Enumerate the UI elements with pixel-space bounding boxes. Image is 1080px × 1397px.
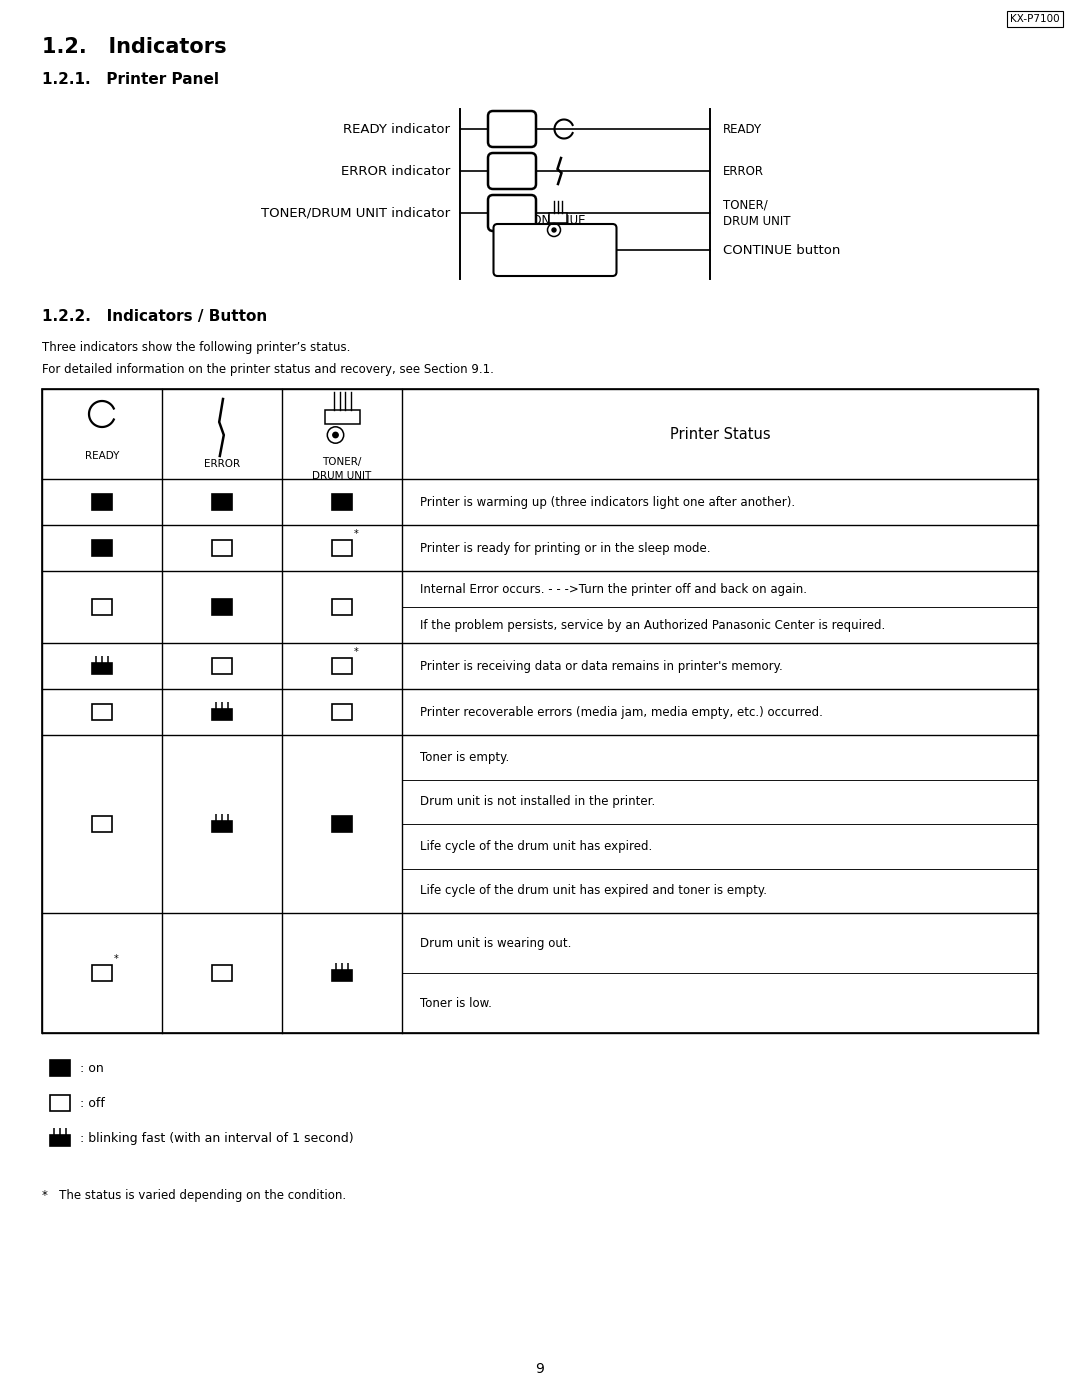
Text: Drum unit is wearing out.: Drum unit is wearing out. (420, 936, 571, 950)
Bar (332, 495, 352, 510)
Bar (92, 704, 112, 719)
Text: READY: READY (85, 451, 119, 461)
Bar (92, 599, 112, 615)
Bar (212, 821, 232, 833)
Bar (332, 658, 352, 673)
FancyBboxPatch shape (488, 110, 536, 147)
Text: : on: : on (80, 1062, 104, 1074)
Text: TONER/: TONER/ (322, 457, 362, 467)
Bar (332, 970, 352, 981)
Bar (212, 708, 232, 719)
Text: Printer recoverable errors (media jam, media empty, etc.) occurred.: Printer recoverable errors (media jam, m… (420, 705, 823, 718)
Bar (92, 662, 112, 673)
Bar (50, 1060, 70, 1076)
Text: Printer is receiving data or data remains in printer's memory.: Printer is receiving data or data remain… (420, 659, 783, 672)
FancyBboxPatch shape (494, 224, 617, 277)
Text: Printer is warming up (three indicators light one after another).: Printer is warming up (three indicators … (420, 496, 795, 509)
Bar (50, 1134, 70, 1146)
Bar (332, 816, 352, 833)
Text: ERROR indicator: ERROR indicator (341, 165, 450, 177)
Bar (212, 495, 232, 510)
Text: CONTINUE button: CONTINUE button (723, 243, 840, 257)
Bar (549, 212, 567, 224)
Bar (42, 388, 1038, 1032)
Text: READY: READY (723, 123, 762, 136)
Text: Three indicators show the following printer’s status.: Three indicators show the following prin… (42, 341, 350, 353)
Text: ERROR: ERROR (723, 165, 764, 177)
Text: Toner is empty.: Toner is empty. (420, 750, 510, 764)
Bar (50, 1095, 70, 1111)
Text: 1.2.   Indicators: 1.2. Indicators (42, 36, 227, 57)
Text: *: * (353, 528, 359, 538)
Text: Internal Error occurs. - - ->Turn the printer off and back on again.: Internal Error occurs. - - ->Turn the pr… (420, 583, 807, 595)
Text: *   The status is varied depending on the condition.: * The status is varied depending on the … (42, 1189, 346, 1201)
Text: Life cycle of the drum unit has expired.: Life cycle of the drum unit has expired. (420, 840, 652, 852)
Circle shape (333, 432, 338, 437)
Text: TONER/
DRUM UNIT: TONER/ DRUM UNIT (723, 198, 791, 228)
Text: *: * (113, 954, 118, 964)
Bar (92, 495, 112, 510)
Bar (92, 816, 112, 833)
Text: Drum unit is not installed in the printer.: Drum unit is not installed in the printe… (420, 795, 656, 809)
Text: KX-P7100: KX-P7100 (1011, 14, 1059, 24)
Bar (92, 541, 112, 556)
Text: Life cycle of the drum unit has expired and toner is empty.: Life cycle of the drum unit has expired … (420, 884, 767, 897)
Text: 1.2.2.   Indicators / Button: 1.2.2. Indicators / Button (42, 310, 267, 324)
Bar (332, 704, 352, 719)
Bar (332, 599, 352, 615)
Text: If the problem persists, service by an Authorized Panasonic Center is required.: If the problem persists, service by an A… (420, 619, 886, 631)
Text: : blinking fast (with an interval of 1 second): : blinking fast (with an interval of 1 s… (80, 1132, 353, 1144)
Text: CONTINUE: CONTINUE (524, 214, 585, 226)
FancyBboxPatch shape (488, 154, 536, 189)
Bar (212, 965, 232, 981)
Bar (212, 541, 232, 556)
Bar (212, 658, 232, 673)
Bar (332, 541, 352, 556)
Circle shape (552, 228, 556, 232)
Text: ERROR: ERROR (204, 460, 240, 469)
Text: : off: : off (80, 1097, 105, 1109)
Text: Printer Status: Printer Status (670, 426, 770, 441)
Text: 9: 9 (536, 1362, 544, 1376)
Text: For detailed information on the printer status and recovery, see Section 9.1.: For detailed information on the printer … (42, 362, 494, 376)
Text: READY indicator: READY indicator (343, 123, 450, 136)
Text: TONER/DRUM UNIT indicator: TONER/DRUM UNIT indicator (261, 207, 450, 219)
Text: Toner is low.: Toner is low. (420, 996, 491, 1010)
Bar (92, 965, 112, 981)
FancyBboxPatch shape (488, 196, 536, 231)
Bar (324, 409, 360, 425)
Bar (212, 599, 232, 615)
Text: DRUM UNIT: DRUM UNIT (312, 471, 372, 481)
Text: *: * (353, 647, 359, 657)
Text: Printer is ready for printing or in the sleep mode.: Printer is ready for printing or in the … (420, 542, 711, 555)
Text: 1.2.1.   Printer Panel: 1.2.1. Printer Panel (42, 71, 219, 87)
